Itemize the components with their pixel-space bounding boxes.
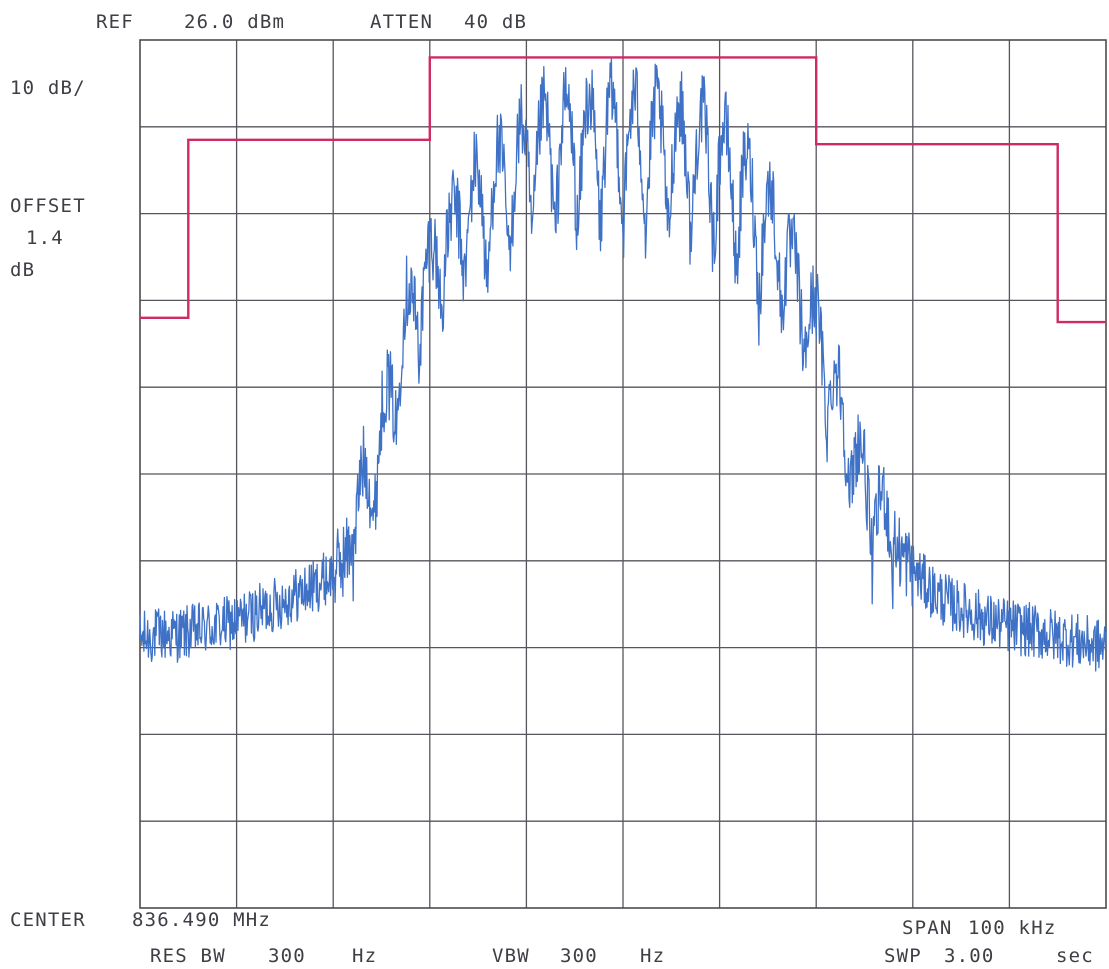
spectrum-trace [139, 56, 1107, 672]
scale-per-division: 10 dB/ [10, 77, 86, 99]
res-bw-value: 300 [268, 945, 306, 967]
plot-grid [140, 40, 1106, 908]
sweep-label: SWP [884, 945, 922, 967]
offset-label: OFFSET [10, 195, 86, 217]
vbw-label: VBW [492, 945, 530, 967]
res-bw-unit: Hz [352, 945, 377, 967]
sweep-value: 3.00 [944, 945, 995, 967]
center-frequency: 836.490 MHz [132, 909, 271, 931]
mask-limit-line [140, 56, 1106, 324]
center-label: CENTER [10, 909, 86, 931]
ref-value: 26.0 dBm [184, 11, 285, 33]
ref-label: REF [96, 11, 134, 33]
atten-label: ATTEN [370, 11, 433, 33]
offset-unit: dB [10, 259, 35, 281]
offset-value: 1.4 [26, 227, 64, 249]
vbw-unit: Hz [640, 945, 665, 967]
atten-value: 40 dB [464, 11, 527, 33]
res-bw-label: RES BW [150, 945, 226, 967]
sweep-unit: sec [1056, 945, 1094, 967]
span-label: SPAN [902, 917, 953, 939]
plot-frame [139, 39, 1107, 909]
vbw-value: 300 [560, 945, 598, 967]
span-value: 100 kHz [968, 917, 1056, 939]
